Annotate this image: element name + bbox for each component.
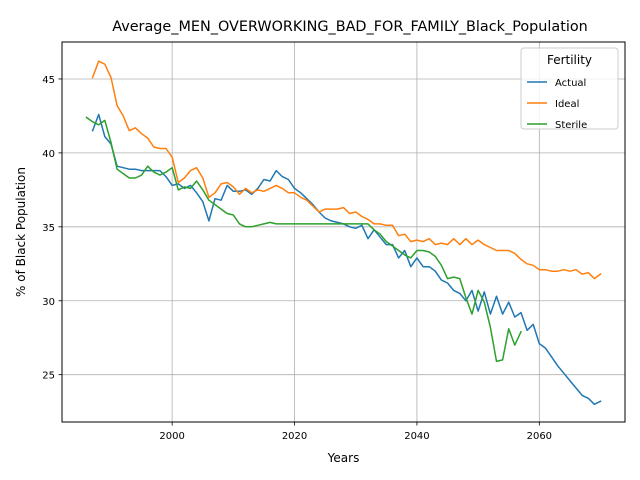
- x-tick-label: 2000: [159, 431, 184, 442]
- x-tick-label: 2020: [282, 431, 307, 442]
- legend-box: [520, 47, 619, 130]
- series-layer: [85, 60, 602, 406]
- legend-title: Fertility: [547, 53, 592, 67]
- series-line-sterile: [85, 116, 522, 363]
- y-axis-label: % of Black Population: [14, 167, 28, 297]
- y-tick-label: 25: [42, 371, 55, 382]
- x-tick-label: 2060: [527, 431, 552, 442]
- legend-label-actual: Actual: [555, 78, 586, 89]
- legend-items: Actual Ideal Sterile: [527, 78, 587, 131]
- y-axis: 25 30 35 40 45: [42, 75, 62, 382]
- x-axis: 2000 2020 2040 2060: [159, 422, 552, 442]
- series-line-ideal: [91, 60, 602, 280]
- x-tick-label: 2040: [404, 431, 429, 442]
- y-tick-label: 30: [42, 297, 55, 308]
- plot-frame: [61, 41, 626, 423]
- chart-title: Average_MEN_OVERWORKING_BAD_FOR_FAMILY_B…: [112, 19, 588, 35]
- legend-label-ideal: Ideal: [555, 99, 579, 110]
- y-tick-label: 35: [42, 223, 55, 234]
- x-axis-label: Years: [327, 451, 360, 465]
- legend: Fertility Actual Ideal Sterile: [520, 47, 619, 131]
- y-tick-label: 45: [42, 75, 55, 86]
- y-tick-label: 40: [42, 149, 55, 160]
- legend-label-sterile: Sterile: [555, 120, 587, 131]
